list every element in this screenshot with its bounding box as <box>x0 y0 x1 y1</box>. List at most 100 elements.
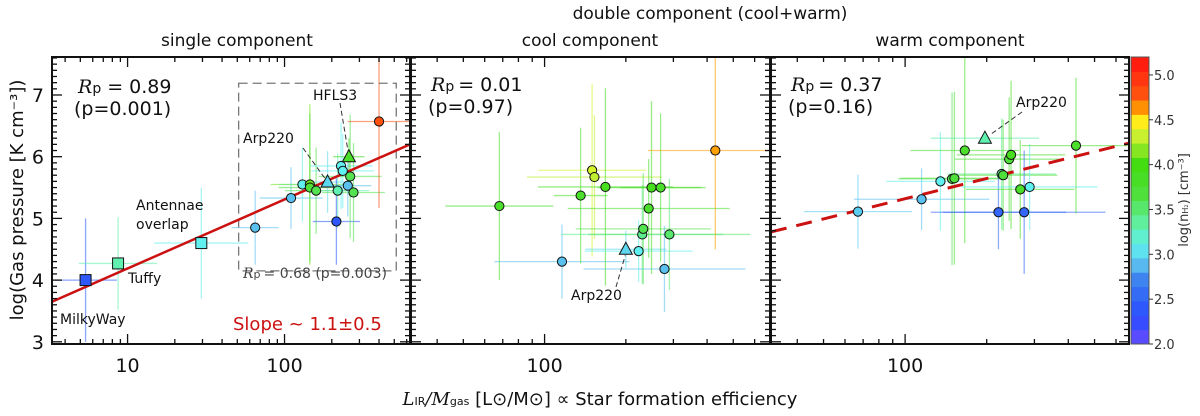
data-point-circle <box>710 145 721 156</box>
data-point-circle <box>311 185 322 196</box>
colorbar-band <box>1131 186 1149 201</box>
x-tick-label: 100 <box>887 355 923 377</box>
panel-title-cool: cool component <box>522 31 659 51</box>
data-point-circle <box>949 173 960 184</box>
data-point-circle <box>659 263 670 275</box>
data-point-circle <box>337 165 348 176</box>
data-point-triangle <box>618 241 634 255</box>
colorbar-band <box>1131 128 1149 144</box>
y-tick-label: 5 <box>32 208 44 230</box>
supertitle: double component (cool+warm) <box>573 4 848 24</box>
colorbar-band <box>1131 300 1149 316</box>
panel-title-warm: warm component <box>875 31 1024 51</box>
x-tick-label: 10 <box>115 355 139 377</box>
arp220-leader <box>302 147 327 180</box>
data-point-circle <box>342 180 353 191</box>
colorbar-band <box>1131 257 1149 273</box>
data-point-circle <box>638 223 649 234</box>
label-tuffy: Tuffy <box>127 271 161 287</box>
stats-p-single: (p=0.001) <box>74 98 171 120</box>
data-point-circle <box>935 176 946 187</box>
data-point-circle <box>998 170 1009 181</box>
panel-2-plot-area <box>771 57 1129 274</box>
box-stats: Rp = 0.68 (p=0.003) <box>242 266 387 282</box>
data-point-square <box>112 257 125 270</box>
data-point-triangle <box>977 130 993 144</box>
x-tick-label: 100 <box>266 355 302 377</box>
label-antennae-2: overlap <box>136 217 189 233</box>
colorbar-band <box>1131 57 1149 72</box>
colorbar-label: log(nH₂) [cm⁻³] <box>1177 153 1192 247</box>
data-point-triangle <box>341 148 357 163</box>
data-point-circle <box>600 181 611 193</box>
panel-title-single: single component <box>161 31 313 51</box>
colorbar-band <box>1131 157 1149 173</box>
data-point-circle <box>589 171 600 183</box>
colorbar-tick-label: 3.0 <box>1154 248 1175 263</box>
arp220-leader <box>615 255 626 288</box>
colorbar-band <box>1131 114 1149 130</box>
data-point-circle <box>348 187 359 198</box>
y-tick-label: 4 <box>32 270 44 292</box>
colorbar-band <box>1131 100 1149 115</box>
label-hfls3: HFLS3 <box>313 88 357 104</box>
colorbar-tick-label: 3.5 <box>1154 203 1175 218</box>
colorbar-tick-label: 4.5 <box>1154 114 1175 129</box>
colorbar-tick-label: 5.0 <box>1154 69 1175 84</box>
data-point-circle <box>332 185 343 196</box>
colorbar-band <box>1131 171 1149 187</box>
stats-rp-cool: Rp = 0.01 <box>430 74 522 96</box>
y-axis-label: log(Gas pressure [K cm⁻³]) <box>7 80 28 321</box>
stats-p-warm: (p=0.16) <box>788 96 873 118</box>
data-point-circle <box>345 171 356 182</box>
data-point-circle <box>664 229 675 240</box>
data-point-square <box>195 237 208 250</box>
colorbar-band <box>1131 272 1149 288</box>
stats-rp-warm: Rp = 0.37 <box>790 74 882 96</box>
data-point-circle <box>916 194 927 205</box>
data-point-circle <box>373 116 385 127</box>
colorbar-band <box>1131 315 1149 331</box>
colorbar-band <box>1131 229 1149 245</box>
data-point-circle <box>331 216 342 227</box>
colorbar-band <box>1131 243 1149 259</box>
colorbar-band <box>1131 85 1149 101</box>
data-point-circle <box>250 222 261 233</box>
inset-box <box>237 82 397 272</box>
data-point-circle <box>494 200 505 212</box>
label-arp220-single: Arp220 <box>243 131 294 147</box>
panel-1-plot-area <box>445 57 770 313</box>
data-point-circle <box>556 256 568 267</box>
data-point-circle <box>1019 207 1030 218</box>
arp220-leader <box>989 111 1023 136</box>
stats-p-cool: (p=0.97) <box>428 96 513 118</box>
label-arp220-cool: Arp220 <box>571 288 622 304</box>
colorbar-band <box>1131 143 1149 158</box>
data-point-circle <box>959 145 970 156</box>
colorbar-tick-label: 2.5 <box>1154 293 1175 308</box>
label-arp220-warm: Arp220 <box>1016 95 1067 111</box>
y-tick-label: 6 <box>32 147 44 169</box>
y-tick-label: 3 <box>32 332 44 354</box>
x-axis-label: LIR/Mgas [L⊙/M⊙] ∝ Star formation effici… <box>402 389 798 410</box>
colorbar-tick-label: 4.0 <box>1154 159 1175 174</box>
data-point-circle <box>852 206 864 217</box>
data-point-circle <box>643 203 654 214</box>
data-point-circle <box>633 246 644 257</box>
data-point-circle <box>1005 149 1017 160</box>
data-point-circle <box>655 182 666 193</box>
data-point-circle <box>1070 140 1082 151</box>
colorbar-band <box>1131 329 1149 345</box>
data-point-circle <box>575 190 586 201</box>
label-milkyway: MilkyWay <box>60 312 126 328</box>
stats-rp-single: Rp = 0.89 <box>77 76 171 98</box>
data-point-circle <box>1024 181 1035 193</box>
panel-0-plot-area <box>52 57 410 342</box>
slope-text: Slope ~ 1.1±0.5 <box>233 314 382 335</box>
x-tick-label: 100 <box>526 355 562 377</box>
colorbar-tick-label: 2.0 <box>1154 338 1175 353</box>
colorbar-frame <box>1130 56 1150 345</box>
label-antennae-1: Antennae <box>136 198 204 214</box>
colorbar-band <box>1131 200 1149 216</box>
